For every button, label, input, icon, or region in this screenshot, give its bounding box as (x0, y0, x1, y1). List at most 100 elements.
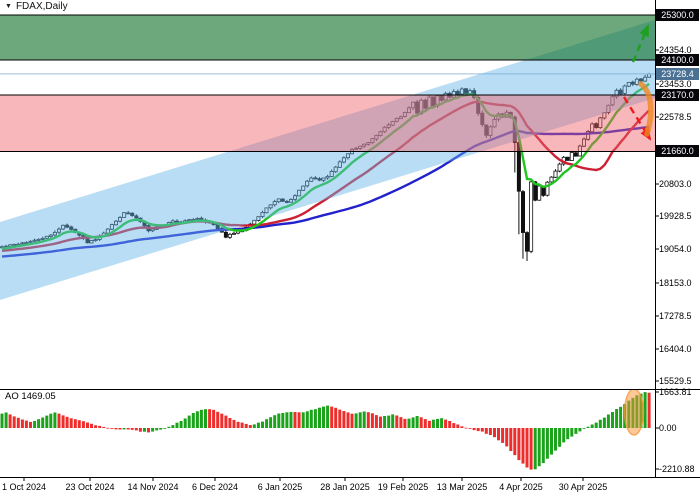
axes-chrome (0, 0, 700, 481)
ao-bar (444, 419, 448, 428)
ao-bar (110, 428, 114, 429)
ao-bar (252, 424, 256, 428)
ao-bar (578, 428, 582, 432)
candle-body (459, 88, 464, 95)
ao-bar (615, 409, 619, 428)
candle-body (276, 198, 281, 203)
candle-body (288, 199, 293, 203)
ao-bar (647, 392, 651, 428)
ao-bar (8, 414, 12, 428)
candle-body (358, 145, 363, 149)
candle-body (451, 91, 456, 98)
candle-body (602, 112, 607, 119)
candle-body (61, 224, 66, 230)
candle-body (618, 89, 623, 95)
candle-body (573, 152, 578, 157)
candle-body (317, 178, 322, 181)
candle-body (378, 131, 383, 136)
ao-bar (366, 412, 370, 428)
ao-bar (220, 413, 224, 428)
candle-body (134, 215, 139, 219)
level-price-badge: 25300.0 (656, 9, 699, 21)
ao-axis-tick-label: 1663.81 (659, 387, 692, 397)
ao-bar (334, 407, 338, 428)
candle-body (52, 231, 57, 236)
ao-bar (521, 428, 525, 464)
candle-body (423, 99, 428, 109)
ao-indicator-value-label: AO 1469.05 (5, 391, 56, 402)
slow-ma-line (1, 125, 650, 258)
awesome-oscillator-panel (0, 390, 651, 470)
candle-body (394, 118, 399, 122)
ao-bar (204, 409, 207, 428)
candle-body (354, 147, 359, 150)
ao-bar (0, 413, 4, 428)
candle-body (105, 228, 110, 234)
date-axis-label: 6 Jan 2025 (257, 482, 303, 492)
ao-bar (545, 428, 549, 459)
price-axis-tick-label: 16404.0 (659, 343, 692, 354)
ao-bar (330, 406, 334, 428)
candle-body (406, 107, 411, 114)
ao-bar (419, 417, 423, 428)
candle-body (333, 166, 338, 173)
ao-bar (228, 418, 232, 428)
candle-body (545, 181, 550, 196)
ao-peak-highlight-ellipse (623, 390, 645, 436)
ao-bar (362, 411, 366, 428)
ao-bar (440, 418, 444, 428)
ao-bar (90, 423, 93, 428)
ao-bar (505, 428, 509, 447)
ao-bar (77, 420, 81, 428)
date-axis-label: 28 Jan 2025 (320, 482, 370, 492)
ao-bar (480, 428, 484, 432)
candle-body (341, 157, 346, 163)
candle-body (411, 101, 416, 109)
upper-target-zone (0, 15, 655, 60)
ao-bar (33, 421, 37, 428)
ao-bar (187, 415, 191, 428)
ao-bar (138, 428, 142, 432)
candle-body (476, 97, 481, 114)
ascending-channel (0, 20, 655, 300)
candle-body (264, 207, 269, 214)
ao-bar (554, 428, 557, 451)
candle-body (223, 231, 228, 238)
ao-bar (606, 414, 610, 428)
ao-bar (468, 428, 472, 429)
ao-bar (183, 418, 187, 428)
ao-bar (464, 427, 468, 429)
ao-bar (427, 420, 431, 428)
ao-bar (143, 428, 146, 432)
ao-bar (590, 424, 594, 428)
candle-body (122, 212, 127, 218)
ao-bar (582, 428, 586, 429)
ao-bar (643, 392, 647, 428)
ao-bar (476, 428, 480, 432)
ao-bar (472, 428, 476, 431)
candle-body (626, 82, 631, 87)
candle-body (28, 240, 33, 243)
ao-bar (106, 427, 110, 429)
ao-bar (391, 414, 395, 428)
ao-bar (273, 415, 277, 428)
symbol-timeframe-label[interactable]: ▼ FDAX,Daily (5, 1, 68, 12)
ao-bar (236, 421, 240, 428)
ao-bar (358, 412, 362, 428)
candle-body (431, 96, 436, 107)
ao-bar (147, 428, 150, 433)
candle-body (529, 181, 534, 252)
candle-body (480, 112, 485, 125)
ao-bar (65, 416, 69, 428)
ao-bar (61, 415, 65, 428)
ao-bar (199, 409, 203, 428)
ao-bar (297, 412, 301, 428)
date-axis-label: 14 Nov 2024 (127, 482, 179, 492)
ao-bar (415, 416, 419, 428)
candle-body (65, 224, 70, 228)
candle-body (297, 189, 302, 197)
ao-bar (537, 428, 541, 467)
ao-bar (16, 417, 20, 428)
candle-body (231, 232, 236, 235)
